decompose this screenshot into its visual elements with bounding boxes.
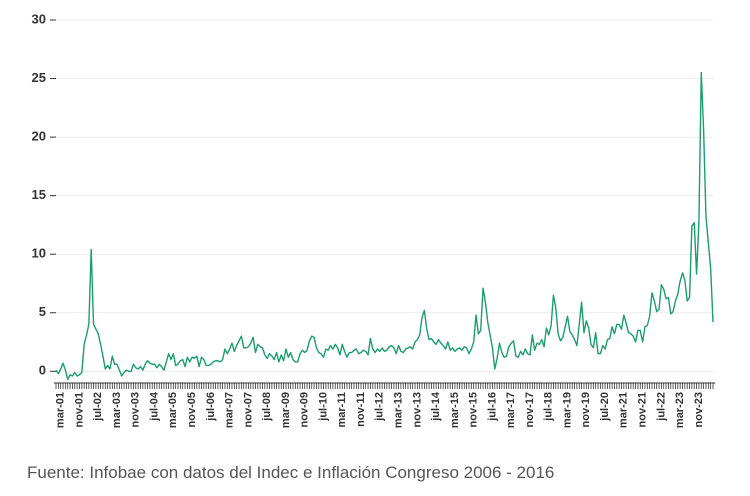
x-tick-label: jul-04 <box>148 391 160 422</box>
x-tick-label: nov-07 <box>242 392 254 427</box>
y-tick-label: 0 <box>39 363 46 378</box>
x-tick-label: mar-05 <box>167 392 179 428</box>
x-tick-label: jul-12 <box>374 392 386 422</box>
x-tick-label: jul-20 <box>599 392 611 422</box>
x-tick-label: jul-10 <box>317 392 329 422</box>
x-tick-label: nov-23 <box>693 392 705 427</box>
y-tick-label: 5 <box>39 304 46 319</box>
x-tick-label: nov-03 <box>130 392 142 427</box>
x-tick-label: mar-15 <box>449 392 461 428</box>
y-tick-label: 15 <box>32 187 46 202</box>
x-tick-label: nov-21 <box>637 392 649 427</box>
x-tick-label: nov-05 <box>186 392 198 427</box>
x-tick-label: mar-07 <box>224 392 236 428</box>
x-tick-label: mar-03 <box>111 392 123 428</box>
x-tick-label: nov-17 <box>524 392 536 427</box>
x-tick-label: nov-11 <box>355 392 367 427</box>
x-tick-label: mar-23 <box>674 392 686 428</box>
data-line <box>55 71 714 381</box>
x-tick-label: jul-22 <box>655 392 667 422</box>
x-tick-label: mar-11 <box>336 392 348 427</box>
y-tick-label: 10 <box>32 246 46 261</box>
x-tick-label: jul-06 <box>205 392 217 422</box>
x-tick-label: mar-19 <box>561 392 573 428</box>
x-tick-label: nov-01 <box>73 392 85 427</box>
y-tick-label: 25 <box>32 70 46 85</box>
x-tick-label: jul-18 <box>543 392 555 422</box>
x-tick-label: mar-13 <box>392 392 404 428</box>
y-tick-label: 20 <box>32 129 46 144</box>
source-note: Fuente: Infobae con datos del Indec e In… <box>27 463 554 482</box>
x-tick-label: jul-08 <box>261 392 273 422</box>
x-tick-label: nov-13 <box>411 392 423 427</box>
x-tick-label: mar-21 <box>618 392 630 428</box>
x-tick-label: mar-09 <box>280 392 292 428</box>
x-tick-label: jul-16 <box>486 392 498 422</box>
x-tick-label: mar-01 <box>55 392 67 428</box>
x-tick-label: nov-15 <box>468 392 480 427</box>
x-tick-label: mar-17 <box>505 392 517 428</box>
x-tick-label: nov-19 <box>580 392 592 427</box>
x-tick-label: jul-14 <box>430 391 442 422</box>
y-tick-label: 30 <box>32 11 46 26</box>
x-tick-label: nov-09 <box>299 392 311 427</box>
x-tick-label: jul-02 <box>92 392 104 422</box>
